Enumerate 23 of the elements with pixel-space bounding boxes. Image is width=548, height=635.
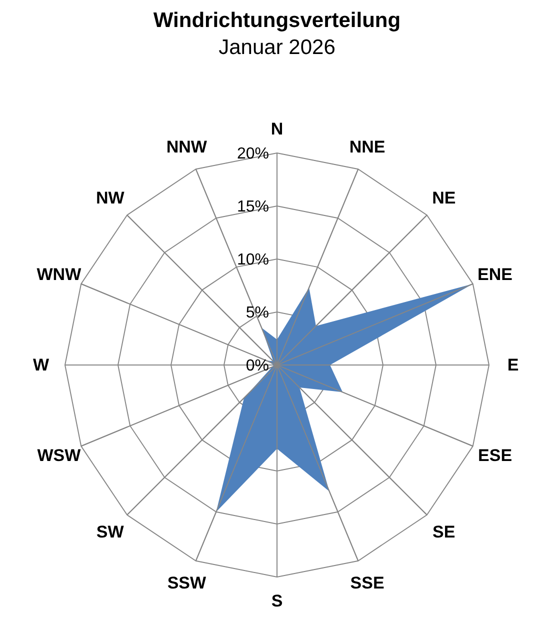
- spoke-label: NNE: [349, 137, 386, 156]
- spoke-label: SW: [96, 522, 125, 542]
- y-tick-label: 15%: [236, 198, 269, 216]
- spoke-label: W: [32, 356, 50, 374]
- spoke-label: WSW: [37, 446, 82, 465]
- spoke-label: ENE: [478, 265, 513, 284]
- y-tick-label: 10%: [236, 252, 269, 268]
- spoke-label: NE: [432, 188, 456, 208]
- spoke-label: ESE: [478, 446, 512, 465]
- spoke-label: NW: [96, 188, 126, 208]
- chart-title: Windrichtungsverteilung: [153, 9, 401, 32]
- spoke-label: S: [271, 592, 283, 610]
- spoke-label: SSW: [167, 574, 207, 593]
- spoke-label: E: [507, 356, 519, 374]
- y-tick-label: 20%: [236, 146, 269, 162]
- spoke-label: N: [270, 120, 284, 138]
- chart-subtitle: Januar 2026: [218, 36, 336, 59]
- y-tick-label: 0%: [246, 358, 269, 374]
- spoke-label: NNW: [166, 137, 208, 156]
- y-tick-label: 5%: [246, 304, 269, 322]
- spoke-label: SE: [432, 522, 456, 542]
- spoke-label: SSE: [350, 574, 384, 593]
- spoke-label: WNW: [36, 265, 82, 284]
